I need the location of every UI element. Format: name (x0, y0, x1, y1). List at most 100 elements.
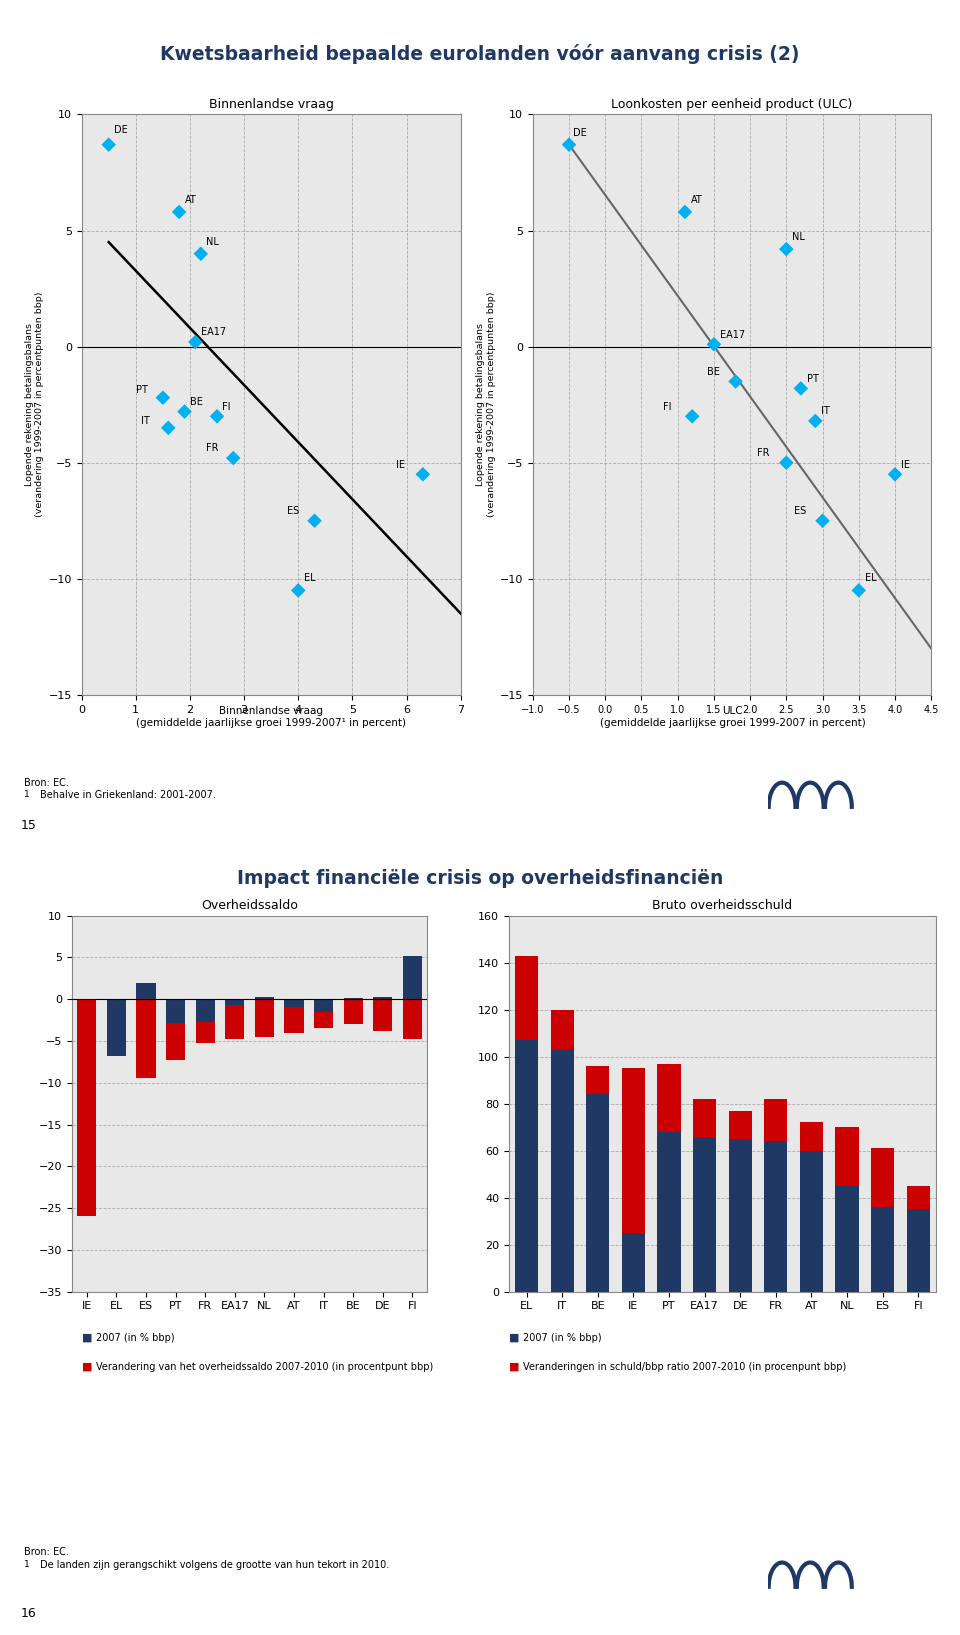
Bar (136, 983, 156, 999)
Text: NL: NL (792, 232, 805, 242)
Bar (107, 999, 126, 1030)
Text: ■: ■ (82, 1362, 92, 1372)
Text: Kwetsbaarheid bepaalde eurolanden vóór aanvang crisis (2): Kwetsbaarheid bepaalde eurolanden vóór a… (160, 44, 800, 64)
Bar (906, 1210, 930, 1292)
Text: BE: BE (190, 397, 203, 407)
Text: NL: NL (206, 237, 219, 247)
Bar (515, 1040, 539, 1292)
Bar (284, 999, 303, 1007)
Bar (658, 1131, 681, 1292)
Text: DE: DE (572, 128, 587, 137)
Point (193, 240, 208, 267)
Point (226, 445, 241, 471)
Text: EL: EL (865, 574, 876, 584)
Bar (871, 1207, 894, 1292)
Bar (729, 1110, 752, 1292)
Text: FR: FR (757, 448, 770, 458)
Point (188, 329, 204, 355)
Text: De landen zijn gerangschikt volgens de grootte van hun tekort in 2010.: De landen zijn gerangschikt volgens de g… (40, 1560, 390, 1570)
Bar (284, 999, 303, 1033)
Text: Bron: EC.: Bron: EC. (24, 778, 69, 788)
Point (728, 368, 743, 394)
Point (291, 577, 306, 603)
Y-axis label: Lopende rekening betalingsbalans
(verandering 1999-2007 in percentpunten bbp): Lopende rekening betalingsbalans (verand… (476, 293, 495, 517)
Bar (373, 999, 393, 1032)
Text: IT: IT (141, 415, 150, 425)
Title: Binnenlandse vraag: Binnenlandse vraag (208, 98, 334, 111)
Point (101, 131, 116, 157)
Text: Binnenlandse vraag
(gemiddelde jaarlijkse groei 1999-2007¹ in percent): Binnenlandse vraag (gemiddelde jaarlijks… (135, 706, 406, 728)
Bar (835, 1127, 858, 1292)
Point (779, 450, 794, 476)
Bar (587, 1066, 610, 1292)
Text: EA17: EA17 (201, 327, 226, 337)
Text: Verandering van het overheidssaldo 2007-2010 (in procentpunt bbp): Verandering van het overheidssaldo 2007-… (96, 1362, 433, 1372)
Text: BE: BE (707, 366, 720, 376)
Point (177, 399, 192, 425)
Title: Overheidssaldo: Overheidssaldo (202, 899, 298, 912)
Point (684, 404, 700, 430)
Text: ES: ES (287, 507, 300, 517)
Text: 2007 (in % bbp): 2007 (in % bbp) (96, 1333, 175, 1342)
Text: FI: FI (663, 402, 672, 412)
Bar (403, 956, 422, 999)
Bar (551, 1050, 574, 1292)
Text: IT: IT (821, 405, 829, 417)
Text: IE: IE (396, 459, 405, 469)
Point (562, 131, 577, 157)
Point (815, 507, 830, 533)
Bar (196, 999, 215, 1043)
Bar (764, 1141, 787, 1292)
Text: 1: 1 (24, 790, 30, 800)
Bar (314, 999, 333, 1028)
Bar (871, 1148, 894, 1292)
Text: ■: ■ (82, 1333, 92, 1342)
Point (779, 235, 794, 262)
Text: ■: ■ (509, 1362, 519, 1372)
Point (852, 577, 867, 603)
Bar (800, 1122, 823, 1292)
Text: ■: ■ (509, 1333, 519, 1342)
Text: 15: 15 (21, 819, 37, 832)
Bar (693, 1099, 716, 1292)
Point (415, 461, 430, 487)
Bar (693, 1136, 716, 1292)
Text: 2007 (in % bbp): 2007 (in % bbp) (523, 1333, 602, 1342)
Text: PT: PT (135, 386, 148, 396)
Bar (515, 955, 539, 1292)
Text: Impact financiële crisis op overheidsfinanciën: Impact financiële crisis op overheidsfin… (237, 868, 723, 888)
Text: PT: PT (806, 374, 819, 384)
Text: FI: FI (223, 402, 231, 412)
Bar (764, 1099, 787, 1292)
Text: IE: IE (900, 459, 910, 469)
Text: Bron: EC.: Bron: EC. (24, 1547, 69, 1557)
Point (807, 407, 823, 433)
Y-axis label: Lopende rekening betalingsbalans
(verandering 1999-2007 in percentpunten bbp): Lopende rekening betalingsbalans (verand… (25, 293, 44, 517)
Point (887, 461, 902, 487)
Point (160, 415, 176, 441)
Text: 1: 1 (24, 1560, 30, 1570)
Point (172, 199, 187, 226)
Bar (77, 999, 96, 1216)
Bar (166, 999, 185, 1022)
Bar (622, 1233, 645, 1292)
Bar (800, 1151, 823, 1292)
Bar (906, 1185, 930, 1292)
Text: 16: 16 (21, 1607, 36, 1620)
Text: DE: DE (114, 126, 128, 136)
Point (209, 404, 225, 430)
Text: EL: EL (303, 574, 315, 584)
Text: ES: ES (794, 507, 805, 517)
Point (307, 507, 323, 533)
Title: Bruto overheidsschuld: Bruto overheidsschuld (653, 899, 792, 912)
Text: AT: AT (184, 195, 196, 204)
Bar (344, 999, 363, 1024)
Text: ULC
(gemiddelde jaarlijkse groei 1999-2007 in percent): ULC (gemiddelde jaarlijkse groei 1999-20… (600, 706, 865, 728)
Bar (729, 1140, 752, 1292)
Bar (587, 1094, 610, 1292)
Bar (658, 1064, 681, 1292)
Bar (166, 999, 185, 1059)
Point (677, 199, 692, 226)
Point (707, 332, 722, 358)
Bar (107, 999, 126, 1056)
